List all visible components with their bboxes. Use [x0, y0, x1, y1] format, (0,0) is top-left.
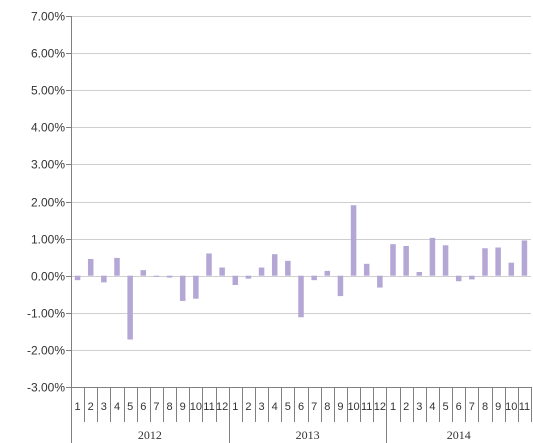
x-category-label: 7: [153, 401, 159, 413]
x-category-label: 11: [203, 401, 214, 413]
x-category-label: 3: [416, 401, 422, 413]
y-tick-label: -3.00%: [27, 381, 65, 395]
x-category-label: 9: [180, 401, 186, 413]
bar: [127, 275, 133, 340]
bar: [74, 275, 81, 281]
x-category-label: 4: [114, 401, 120, 413]
x-group-label: 2013: [296, 428, 320, 442]
x-category-label: 6: [298, 401, 304, 413]
x-category-label: 12: [216, 401, 228, 413]
x-group-label: 2012: [138, 428, 162, 442]
x-group-label: 2014: [447, 428, 471, 442]
bar: [455, 275, 462, 282]
x-category-label: 9: [337, 401, 343, 413]
y-tick-label: 1.00%: [31, 233, 65, 247]
bar: [495, 247, 501, 276]
x-category-label: 7: [311, 401, 317, 413]
y-tick-label: 4.00%: [31, 121, 65, 135]
x-category-label: 1: [232, 401, 238, 413]
axes: [71, 16, 532, 443]
y-tick-label: 6.00%: [31, 47, 65, 61]
bars: [74, 205, 528, 340]
x-category-label: 5: [443, 401, 449, 413]
bar: [429, 237, 436, 276]
bar: [258, 267, 265, 276]
y-tick-label: 7.00%: [31, 10, 65, 24]
bar: [166, 275, 173, 278]
x-category-label: 8: [324, 401, 330, 413]
bar: [193, 275, 199, 299]
bar: [206, 253, 212, 276]
bar: [482, 248, 488, 276]
y-tick-label: 5.00%: [31, 84, 65, 98]
x-category-label: 5: [285, 401, 291, 413]
x-category-label: 10: [505, 401, 517, 413]
bar: [521, 240, 528, 276]
x-category-label: 11: [519, 401, 530, 413]
x-category-label: 1: [390, 401, 396, 413]
bar: [101, 275, 107, 283]
bar: [416, 271, 423, 276]
x-category-label: 2: [245, 401, 251, 413]
y-tick-label: 2.00%: [31, 196, 65, 210]
x-category-label: 10: [190, 401, 202, 413]
bar: [245, 275, 252, 279]
bar: [311, 275, 317, 281]
bar: [285, 260, 291, 276]
bar: [87, 259, 94, 276]
x-category-label: 5: [127, 401, 133, 413]
x-category-label: 3: [101, 401, 107, 413]
bar: [403, 246, 409, 276]
bar: [337, 275, 344, 297]
x-category-label: 7: [469, 401, 475, 413]
x-category-label: 1: [75, 401, 81, 413]
bar: [442, 245, 449, 276]
bar: [390, 244, 396, 276]
gridlines: [66, 16, 531, 388]
y-axis-tick-labels: -3.00% -2.00% -1.00% 0.00% 1.00% 2.00% 3.00% 4.…: [27, 10, 65, 395]
x-axis-category-labels: 1 2 3 4 5 6 7 8 9 10 11 12 1 2 3 4 5 6 7 8 9 10 11 12 1 2 3 4 5 6 7 8 9 1…: [75, 401, 531, 442]
bar: [219, 267, 225, 276]
bar: [153, 275, 160, 277]
x-category-label: 6: [140, 401, 146, 413]
bar: [271, 254, 278, 276]
bar: [324, 270, 331, 276]
bar: [363, 263, 370, 276]
x-category-label: 2: [403, 401, 409, 413]
bar: [140, 270, 147, 276]
bar: [298, 275, 304, 318]
x-category-label: 11: [361, 401, 372, 413]
bar: [469, 275, 475, 280]
bar: [377, 275, 383, 288]
x-category-label: 3: [259, 401, 265, 413]
y-tick-label: -1.00%: [27, 307, 65, 321]
x-category-label: 6: [456, 401, 462, 413]
x-category-label: 2: [88, 401, 94, 413]
y-tick-label: -2.00%: [27, 344, 65, 358]
bar: [114, 257, 120, 276]
x-category-label: 8: [482, 401, 488, 413]
x-category-label: 8: [167, 401, 173, 413]
bar: [350, 205, 357, 276]
x-category-label: 9: [495, 401, 501, 413]
bar: [232, 275, 239, 285]
bar: [508, 262, 515, 276]
bar: [179, 275, 186, 301]
x-category-label: 4: [429, 401, 435, 413]
x-category-label: 4: [272, 401, 278, 413]
y-tick-label: 0.00%: [31, 270, 65, 284]
y-tick-label: 3.00%: [31, 158, 65, 172]
x-category-label: 12: [374, 401, 386, 413]
x-category-label: 10: [347, 401, 359, 413]
